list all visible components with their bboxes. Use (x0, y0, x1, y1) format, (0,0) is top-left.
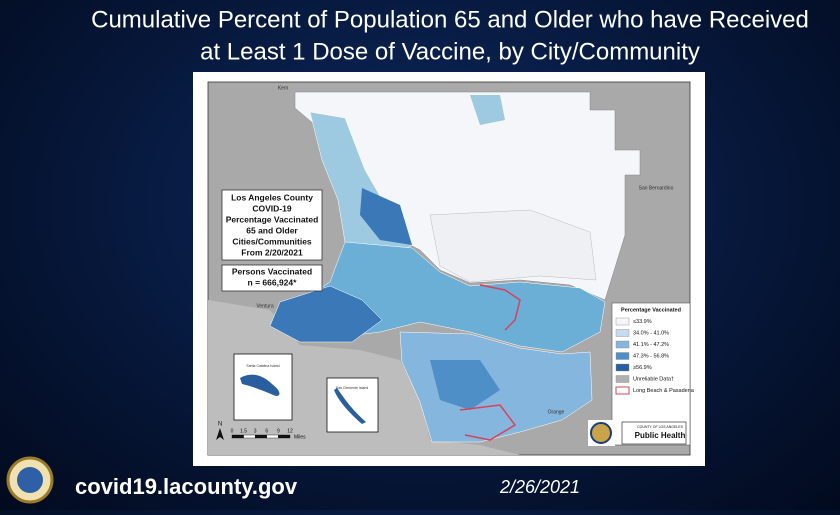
legend-swatch (615, 375, 630, 383)
footer-date: 2/26/2021 (499, 477, 580, 497)
inset (326, 377, 379, 433)
legend-swatch (615, 386, 630, 395)
info-line: From 2/20/2021 (241, 247, 303, 257)
scale-label: 3 (254, 428, 257, 434)
scale-segment (278, 434, 291, 439)
island-label: San Clemente Island (336, 386, 369, 390)
scale-label: 1.5 (240, 428, 247, 434)
legend (611, 302, 691, 446)
county-seal-center (17, 467, 43, 493)
info-box (221, 189, 323, 261)
north-arrow (216, 428, 224, 440)
info-line: 65 and Older (246, 225, 298, 235)
legend-label: Long Beach & Pasadena (633, 388, 695, 394)
scale-label: 0 (231, 428, 234, 434)
legend-swatch (615, 329, 630, 337)
logo-text: Public Health (635, 431, 686, 440)
place-label: Kern (278, 85, 289, 91)
north-label: N (218, 422, 222, 428)
scale-label: 6 (265, 428, 268, 434)
legend-label: Unreliable Data† (633, 376, 674, 382)
logo-text: COUNTY OF LOS ANGELES (637, 425, 684, 429)
logo-box (621, 421, 687, 445)
legend-swatch (615, 363, 630, 372)
legend-items: Percentage Vaccinated ≤33.9% 34.0% - 41.0%… (615, 307, 695, 395)
catalina-island (240, 374, 280, 396)
title-line: at Least 1 Dose of Vaccine, by City/Comm… (200, 38, 700, 65)
legend-label: 41.1% - 47.2% (633, 342, 669, 348)
valley-region (360, 188, 412, 245)
footer-url[interactable]: covid19.lacounty.gov (75, 474, 298, 499)
legend-swatch (615, 340, 630, 349)
title-line: Cumulative Percent of Population 65 and … (91, 6, 809, 33)
north-patch (470, 95, 505, 125)
scale-label: 9 (277, 428, 280, 434)
scale-segment (266, 434, 279, 439)
coastal-region (269, 285, 383, 343)
legend-label: ≥56.9% (633, 365, 652, 371)
forest-region (429, 209, 597, 283)
scale-unit: Miles (294, 434, 306, 440)
persons-line: n = 666,924* (248, 277, 298, 287)
legend-label: 34.0% - 41.0% (633, 330, 669, 336)
south-core (430, 360, 500, 410)
info-line: Los Angeles County (231, 192, 313, 202)
info-line: COVID-19 (252, 203, 291, 213)
legend-title: Percentage Vaccinated (621, 307, 681, 313)
scale-segment (254, 434, 267, 439)
persons-box (221, 264, 323, 292)
scale-segment (231, 434, 244, 439)
clemente-island (334, 388, 366, 424)
long-beach-outline (459, 404, 517, 441)
scale-label: 12 (287, 428, 293, 434)
legend-label: ≤33.9% (633, 319, 652, 325)
place-label: Orange (548, 409, 565, 415)
place-label: Ventura (256, 303, 273, 309)
info-line: Percentage Vaccinated (226, 214, 319, 224)
scale-segment (243, 434, 256, 439)
legend-label: 47.3% - 56.8% (633, 353, 669, 359)
island-label: Santa Catalina Island (246, 364, 279, 368)
legend-swatch (615, 317, 630, 326)
legend-swatch (615, 352, 630, 360)
pasadena-outline (479, 284, 521, 331)
info-line: Cities/Communities (232, 236, 312, 246)
place-label: San Bernardino (639, 185, 674, 191)
seal (590, 422, 612, 444)
persons-line: Persons Vaccinated (232, 266, 312, 276)
